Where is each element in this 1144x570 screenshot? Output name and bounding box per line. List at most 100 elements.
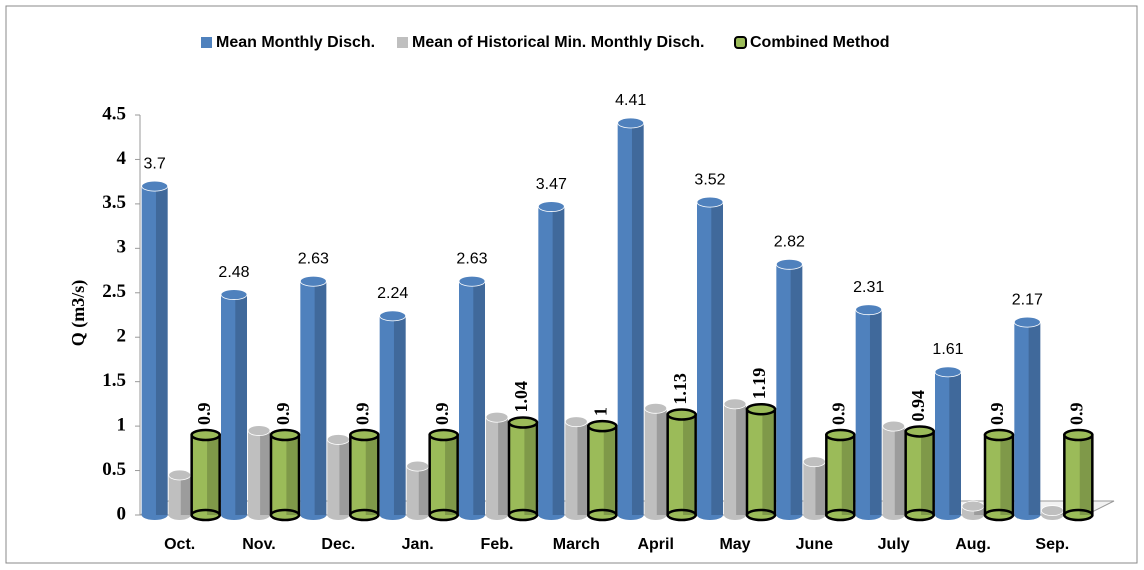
bar-top: [1040, 505, 1064, 516]
bar-shade: [841, 435, 855, 515]
bar-shade: [393, 315, 406, 515]
bar-top: [168, 469, 192, 481]
data-label: 3.47: [536, 176, 567, 193]
bar-shade: [790, 264, 803, 515]
bar-base: [587, 508, 618, 522]
data-label: 0.9: [432, 403, 452, 426]
data-label: 4.41: [615, 92, 646, 109]
data-label: 0.94: [908, 390, 928, 422]
bar-base: [379, 510, 406, 520]
y-tick-label: 4.5: [102, 103, 126, 124]
y-tick-label: 2: [117, 326, 127, 347]
bar-shade: [921, 431, 934, 515]
bar-base: [644, 510, 667, 520]
bar-shade: [339, 439, 350, 515]
data-label: 1.61: [932, 341, 963, 358]
bar-body: [428, 433, 459, 517]
data-label: 0.9: [1066, 403, 1086, 426]
bar-base: [935, 510, 961, 520]
bar-shade: [207, 435, 220, 515]
y-tick-label: 3: [117, 237, 127, 258]
bar-top: [644, 402, 668, 414]
x-tick-label: June: [796, 536, 833, 553]
bar-base: [190, 508, 221, 522]
bar-shade: [815, 461, 826, 515]
bar-base: [141, 510, 168, 520]
data-label: 2.63: [456, 250, 487, 267]
bar-base: [1063, 508, 1094, 522]
bar-base: [486, 510, 508, 520]
bar-body: [617, 123, 644, 515]
data-label: 1.13: [670, 373, 690, 405]
bar-base: [406, 510, 429, 520]
bar-base: [803, 510, 826, 520]
bar-shade: [603, 426, 617, 515]
legend-swatch: [201, 37, 212, 48]
bar-top: [961, 500, 985, 512]
bar-top: [220, 289, 248, 300]
bar-base: [168, 510, 191, 520]
bar-top: [934, 366, 962, 378]
bar-top: [696, 196, 724, 208]
bar-top: [723, 398, 747, 410]
bar-shade: [235, 294, 247, 515]
bar-top: [379, 310, 407, 322]
bar-base: [617, 510, 644, 520]
bar-base: [776, 510, 803, 520]
bar-base: [269, 508, 301, 522]
bar-top: [775, 258, 803, 270]
bar-shade: [498, 417, 508, 515]
bar-base: [459, 510, 485, 520]
bar-base: [1014, 510, 1041, 520]
bar-body: [327, 439, 350, 515]
bar-top: [349, 428, 380, 442]
y-axis-label: Q (m3/s): [68, 280, 89, 347]
bar-shade: [314, 281, 327, 515]
bar-shade: [524, 422, 537, 515]
legend-label: Mean Monthly Disch.: [216, 34, 375, 51]
bar-body: [300, 281, 327, 515]
data-label: 2.17: [1012, 291, 1043, 308]
bar-body: [935, 371, 961, 515]
bar-shade: [894, 426, 905, 515]
data-label: 2.48: [218, 264, 249, 281]
bar-top: [141, 180, 169, 192]
data-label: 0.9: [828, 403, 848, 426]
data-label: 0.9: [194, 403, 214, 426]
bar-top: [269, 428, 301, 442]
bar-base: [666, 508, 697, 522]
legend-swatch: [734, 36, 747, 49]
y-tick-label: 0.5: [102, 459, 126, 480]
bar-shade: [1028, 322, 1041, 515]
bar-base: [349, 508, 380, 522]
x-tick-label: Feb.: [481, 536, 514, 553]
y-tick-label: 2.5: [102, 281, 126, 302]
bar-top: [882, 420, 906, 432]
bar-shade: [711, 202, 723, 515]
y-tick-label: 1: [117, 414, 127, 435]
bar-body: [803, 461, 826, 515]
x-tick-label: May: [719, 536, 750, 553]
bar-shade: [473, 281, 485, 515]
bar-body: [1014, 322, 1041, 515]
bar-top: [428, 428, 459, 442]
bar-shade: [286, 435, 299, 515]
data-label: 0.9: [987, 403, 1007, 426]
legend-label: Mean of Historical Min. Monthly Disch.: [412, 34, 704, 51]
bar-base: [507, 508, 539, 522]
bar-base: [428, 508, 459, 522]
bar-shade: [869, 309, 882, 515]
bar-base: [565, 510, 588, 520]
bar-top: [1013, 316, 1041, 328]
bar-shade: [365, 435, 379, 515]
bar-shade: [949, 371, 961, 515]
bar-base: [248, 510, 270, 520]
bar-base: [904, 508, 935, 522]
x-tick-label: Jan.: [402, 536, 434, 553]
bar-body: [855, 309, 882, 515]
bar-top: [485, 411, 509, 423]
x-tick-label: March: [553, 536, 600, 553]
bar-top: [983, 428, 1015, 442]
x-tick-label: Dec.: [321, 536, 355, 553]
data-label: 0.9: [273, 403, 293, 426]
